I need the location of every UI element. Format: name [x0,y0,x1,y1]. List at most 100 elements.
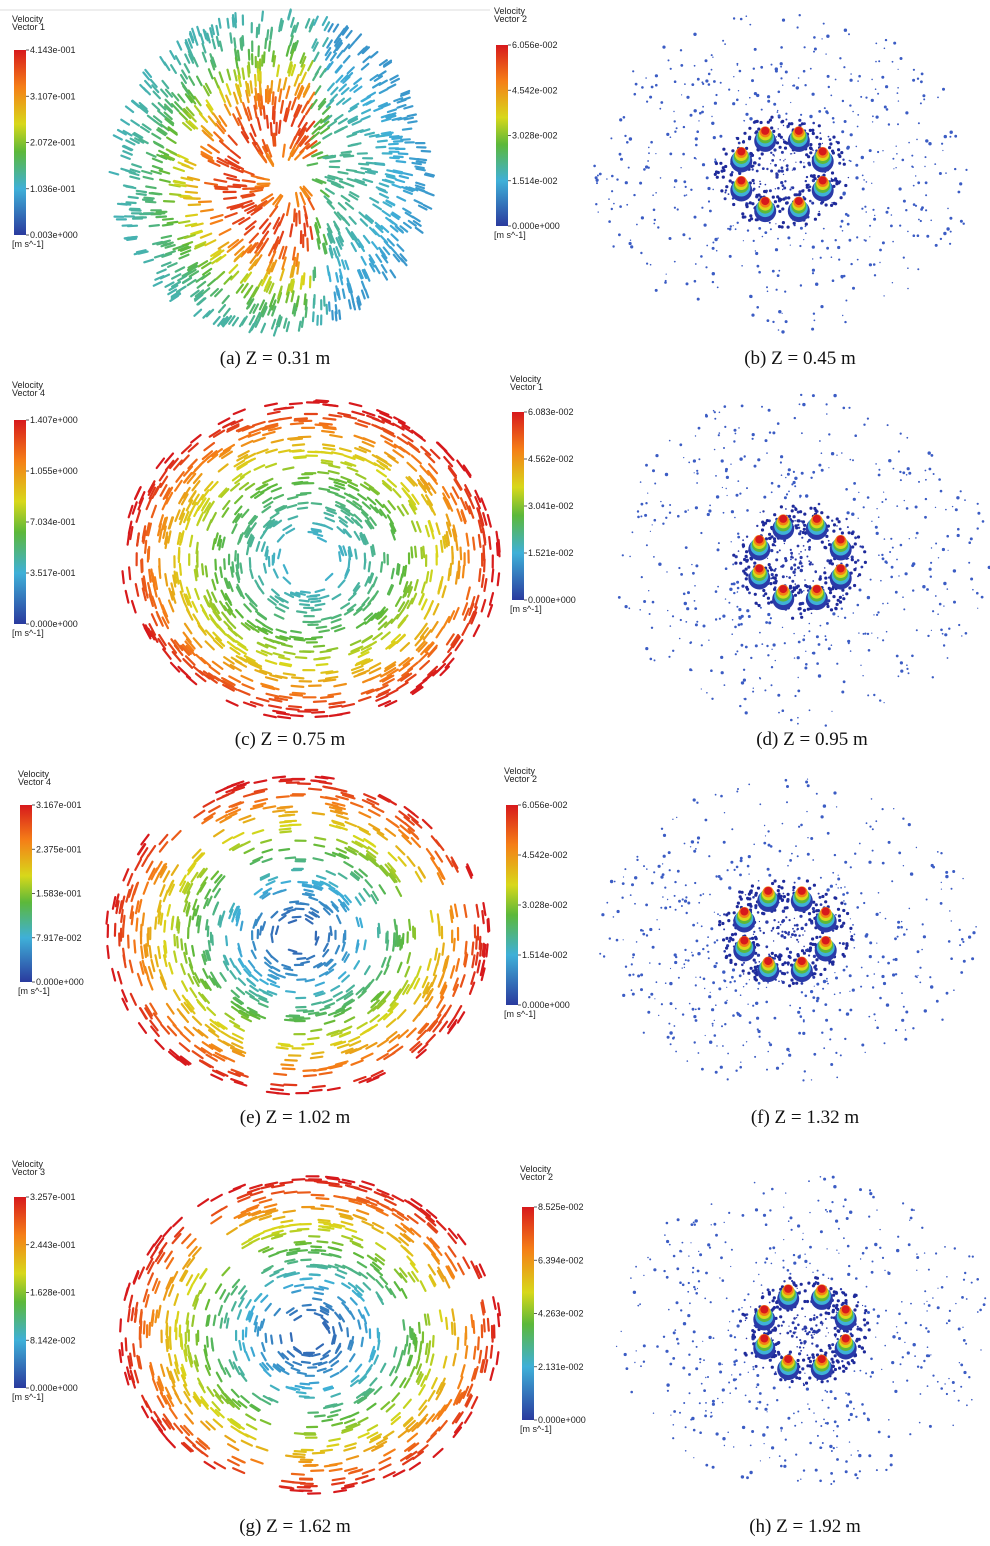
vector-arrow [127,202,136,203]
vector-arrow [241,564,242,573]
vector-arrow [314,646,324,647]
vector-arrow [416,872,422,882]
vector-dot [662,523,664,525]
vector-arrow [449,569,450,580]
vector-dot [733,592,735,594]
vector-arrow [160,180,170,182]
vector-dot [800,556,803,559]
vector-dot [682,153,685,156]
vector-arrow [322,431,334,432]
vector-dot [672,615,674,617]
vector-dot [620,158,623,161]
vector-arrow [349,1037,359,1042]
jet-blob [779,585,787,593]
vector-arrow [334,249,337,257]
vector-arrow [362,291,365,299]
vector-dot [685,186,687,188]
vector-dot [795,558,797,560]
vector-dot [826,403,828,405]
vector-dot [848,531,851,534]
vector-arrow [253,942,255,950]
vector-dot [968,562,970,564]
vector-arrow [242,510,248,517]
vector-arrow [290,36,293,45]
vector-dot [698,458,700,460]
vector-dot [646,101,648,103]
vector-arrow [329,302,330,310]
vector-arrow [191,231,201,234]
vector-dot [745,577,748,580]
vector-dot [830,95,832,97]
vector-arrow [163,81,169,88]
vector-arrow [330,825,341,828]
vector-arrow [412,455,421,463]
vector-arrow [377,685,388,690]
vector-dot [965,632,968,635]
vector-dot [772,154,774,156]
jet-blob [837,536,845,544]
vector-arrow [408,121,416,122]
vector-dot [796,86,799,89]
vector-arrow [316,590,325,592]
vector-dot [977,503,979,505]
vector-dot [712,242,714,244]
vector-arrow [213,662,223,669]
vector-dot [785,508,787,510]
vector-arrow [364,57,370,63]
vector-dot [900,544,903,547]
vector-arrow [415,580,418,590]
vector-arrow [404,223,411,228]
vector-dot [720,189,723,192]
vector-arrow [403,129,411,130]
vector-dot [618,596,621,599]
vector-dot [965,169,967,171]
vector-dot [820,305,823,308]
vector-arrow [362,282,365,290]
vector-dot [977,527,979,529]
vector-dot [764,689,766,691]
vector-arrow [279,657,289,659]
vector-arrow [200,1060,210,1066]
vector-arrow [149,570,150,582]
vector-arrow [202,564,203,574]
vector-arrow [219,243,229,249]
vector-dot [714,158,716,160]
vector-arrow [342,1027,352,1031]
vector-arrow [180,581,183,592]
legend-unit: [m s^-1] [494,230,526,240]
vector-arrow [273,777,285,778]
vector-dot [759,632,761,634]
vector-arrow [323,107,330,114]
vector-field [107,777,490,1095]
vector-dot [850,650,852,652]
vector-arrow [174,990,180,1000]
vector-arrow [143,914,144,926]
vector-arrow [192,602,197,612]
vector-arrow [293,917,301,918]
vector-dot [674,261,676,263]
vector-arrow [344,56,350,62]
vector-arrow [266,660,276,663]
vector-arrow [431,450,440,458]
vector-arrow [272,51,273,61]
vector-dot [887,424,889,426]
color-bar-label: 4.143e-001 [30,45,76,55]
vector-dot [696,621,698,623]
vector-arrow [408,463,417,471]
vector-arrow [288,10,290,19]
vector-dot [957,528,960,531]
vector-arrow [177,42,181,50]
vector-dot [899,225,901,227]
vector-dot [722,169,725,172]
vector-arrow [398,245,404,251]
vector-arrow [352,143,361,145]
vector-dot [790,549,792,551]
vector-dot [812,471,815,474]
vector-dot [655,454,658,457]
vector-dot [825,110,828,113]
vector-arrow [340,448,351,451]
vector-arrow [297,611,306,612]
vector-arrow [148,978,152,989]
vector-dot [848,586,851,589]
vector-dot [610,137,612,139]
